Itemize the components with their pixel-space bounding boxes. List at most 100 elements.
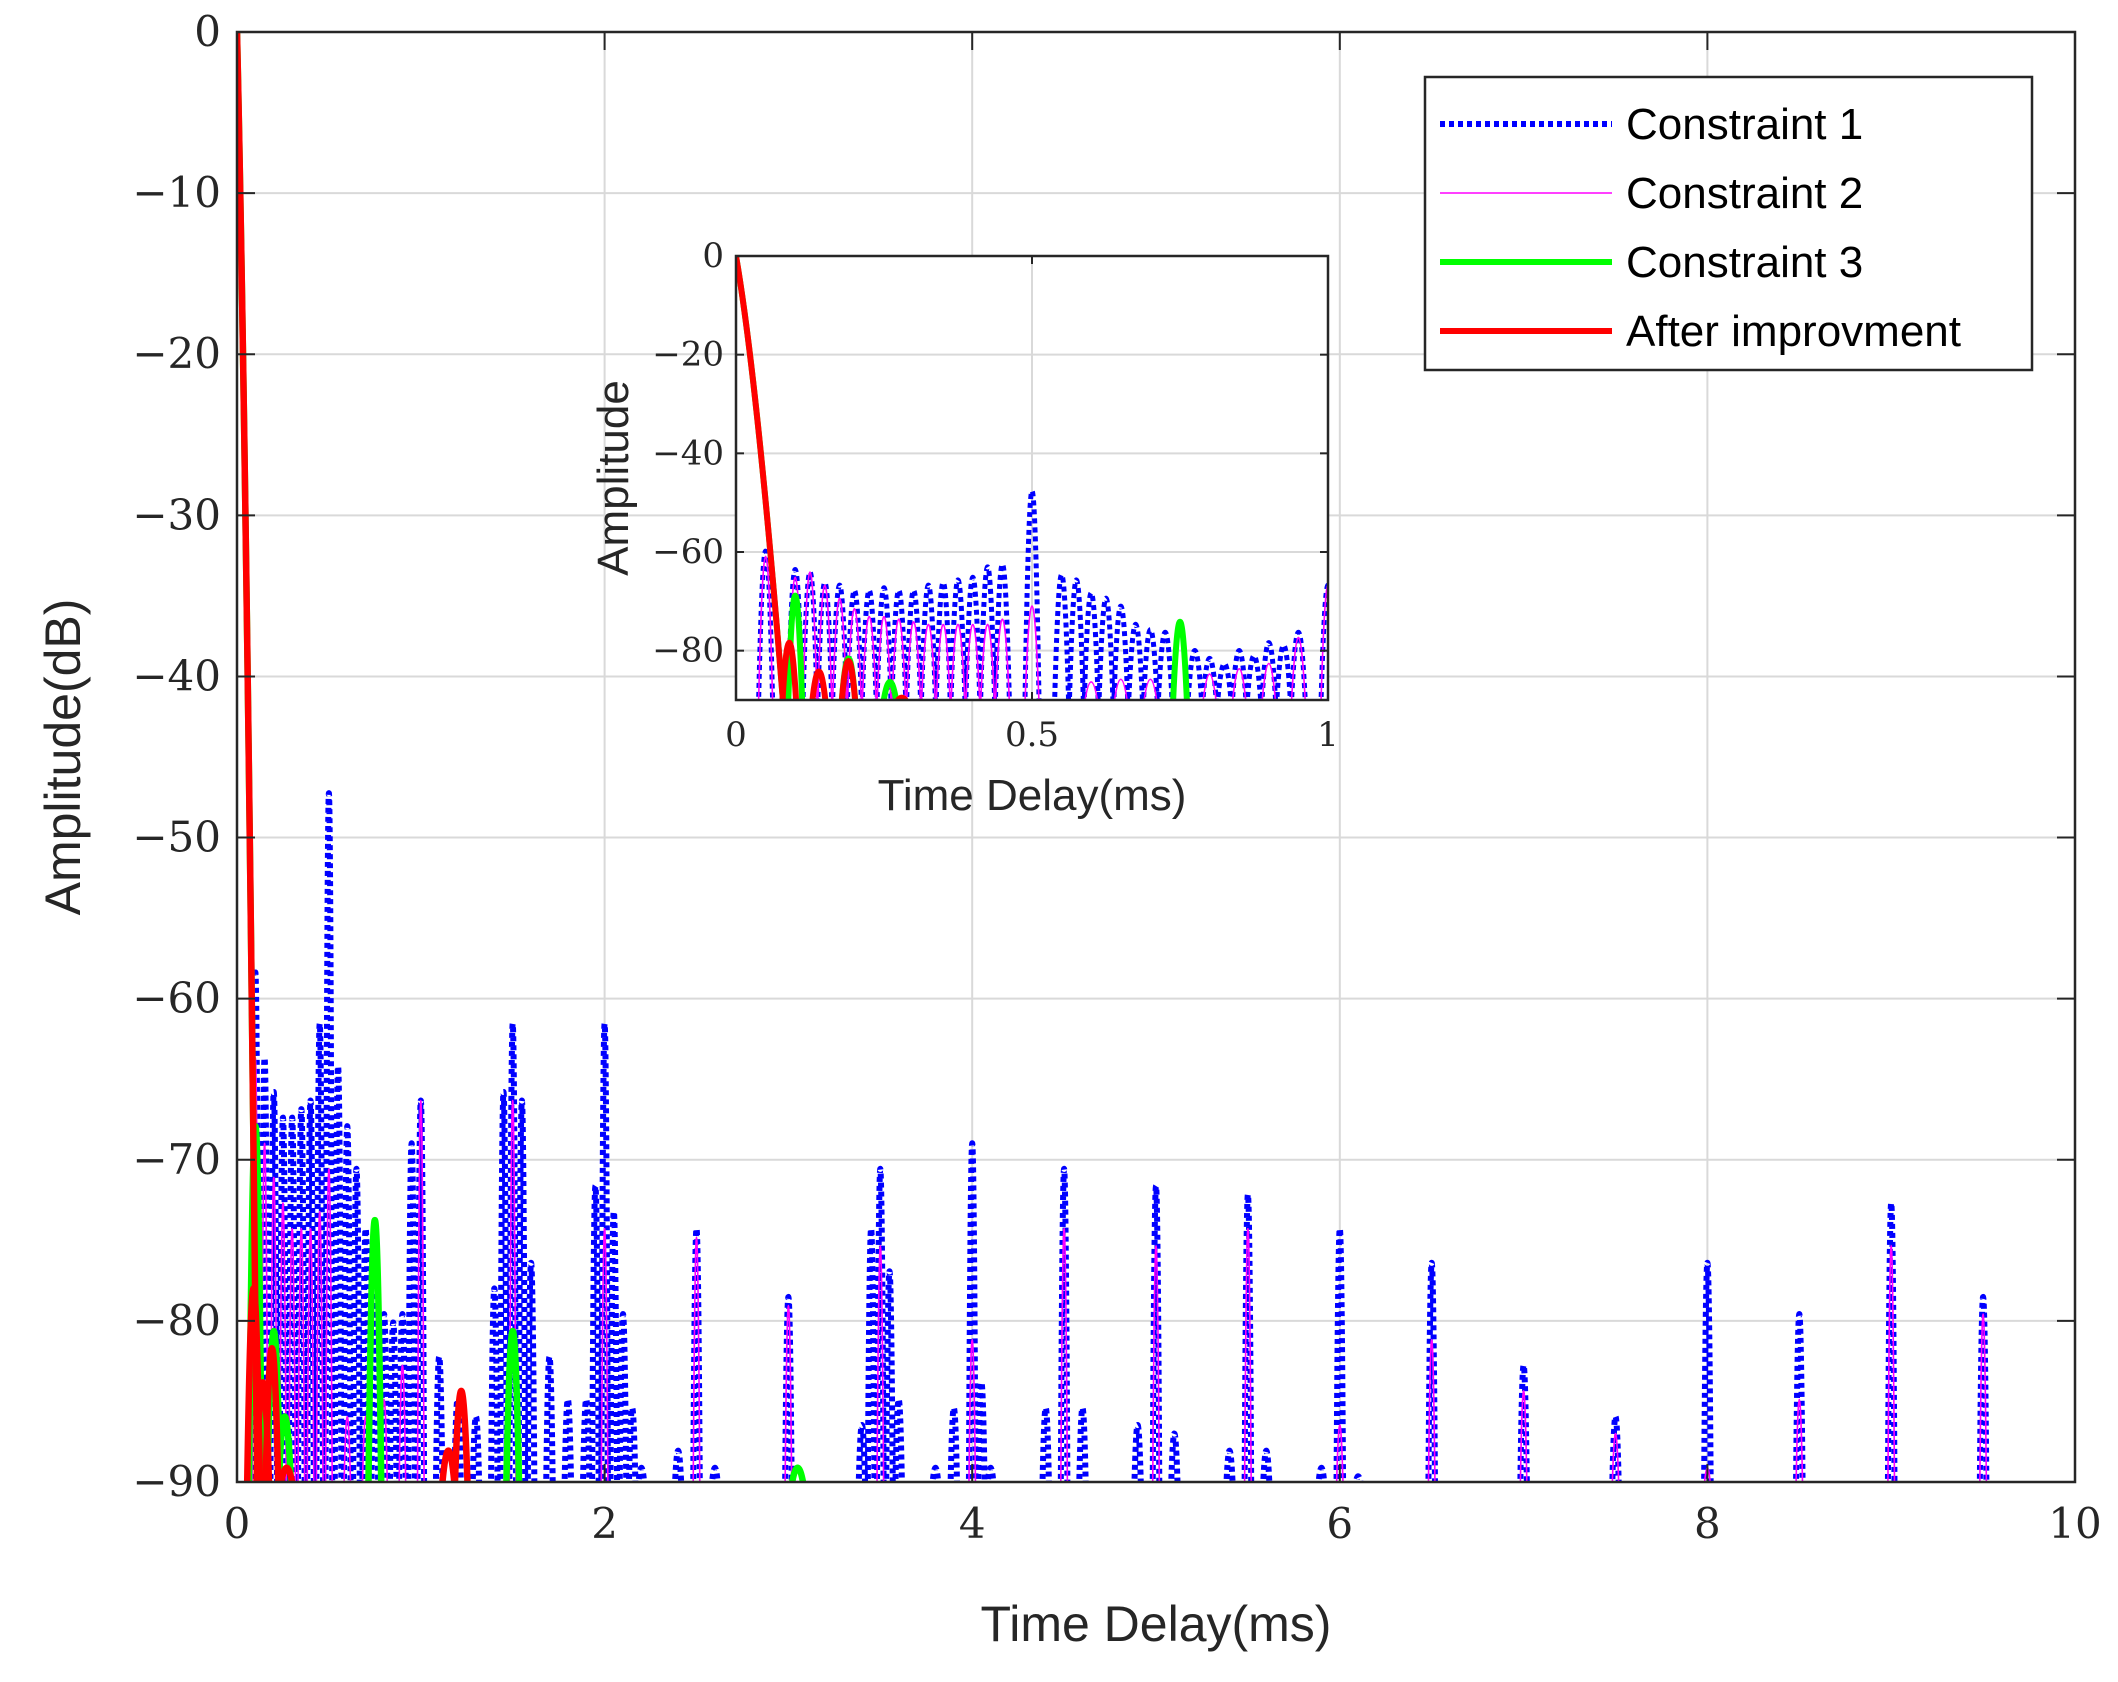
inset-constraint-2-peak [1113, 678, 1128, 700]
main-constraint-2-peak [1243, 1228, 1252, 1482]
inset-y-tick-label: −40 [652, 433, 724, 473]
inset-constraint-3-peak [1170, 618, 1190, 700]
inset-constraint-1-peak [1155, 630, 1175, 700]
main-constraint-2-peak [1611, 1433, 1620, 1482]
main-constraint-2-peak [692, 1236, 701, 1482]
inset-constraint-2-peak [802, 571, 818, 700]
inset-x-tick-label: 0.5 [1005, 715, 1059, 755]
main-constraint-1-peak [892, 1396, 905, 1482]
inset-y-tick-label: 0 [702, 236, 724, 276]
main-constraint-1-peak [1701, 1260, 1714, 1482]
inset-constraint-2-peak [1084, 681, 1099, 700]
main-y-tick-label: −70 [132, 1135, 221, 1184]
inset-y-tick-label: −80 [652, 631, 724, 671]
main-constraint-1-peak [709, 1464, 721, 1482]
main-constraint-1-peak [432, 1354, 446, 1482]
inset-constraint-2-peak [861, 615, 877, 700]
main-constraint-1-peak [331, 1063, 345, 1482]
inset-after-improvment-peak [894, 694, 910, 700]
inset-constraint-1-peak [889, 587, 909, 700]
inset-after-improvment-peak [779, 639, 800, 700]
inset-constraint-2-peak [1143, 678, 1158, 700]
inset-constraint-2-peak [979, 623, 996, 700]
main-constraint-1-peak [386, 1319, 400, 1482]
inset-constraint-2-peak [1202, 673, 1217, 700]
main-constraint-3-peak [788, 1464, 807, 1482]
inset-constraint-1-peak [918, 582, 938, 700]
inset-y-tick-label: −60 [652, 532, 724, 572]
inset-after-improvment-peak [838, 657, 859, 700]
main-constraint-1-peak [1352, 1473, 1364, 1482]
main-x-tick-label: 4 [959, 1499, 986, 1548]
main-constraint-2-peak [1887, 1244, 1896, 1482]
inset-constraint-2-peak [757, 555, 774, 700]
main-constraint-1-peak [1039, 1405, 1052, 1482]
inset-constraint-1-peak [1244, 653, 1264, 700]
main-constraint-1-peak [341, 1123, 354, 1482]
inset-constraint-2-peak [994, 618, 1011, 700]
inset-x-axis-label: Time Delay(ms) [878, 771, 1187, 820]
main-constraint-1-peak [580, 1396, 593, 1482]
inset-series-constraint-1 [736, 256, 1328, 700]
main-constraint-2-peak [600, 1228, 609, 1482]
inset-constraint-2-peak [920, 623, 937, 700]
main-constraint-2-peak [1060, 1228, 1069, 1482]
main-ticks [236, 31, 2076, 1483]
inset-constraint-2-peak [950, 623, 966, 700]
main-after-improvment-mainlobe [237, 32, 261, 1482]
legend-label-after-improvment: After improvment [1626, 307, 1961, 356]
inset-constraint-2-peak [905, 620, 922, 700]
main-constraint-1-peak [350, 1165, 363, 1482]
main-constraint-1-peak [672, 1447, 685, 1482]
main-constraint-2-peak [398, 1364, 407, 1482]
main-constraint-1-peak [561, 1396, 575, 1482]
inset-constraint-1-peak [874, 585, 894, 700]
inset-constraint-2-peak [1290, 636, 1306, 700]
main-x-axis-label: Time Delay(ms) [981, 1596, 1332, 1652]
legend: Constraint 1 Constraint 2 Constraint 3 A… [1423, 75, 2034, 372]
main-constraint-2-peak [1519, 1390, 1528, 1482]
main-constraint-1-peak [589, 1183, 602, 1482]
main-constraint-1-peak [524, 1260, 538, 1482]
main-constraint-1-peak [405, 1140, 418, 1482]
main-constraint-2-peak [288, 1228, 297, 1482]
main-constraint-1-peak [1131, 1422, 1144, 1482]
main-y-tick-label: −60 [132, 974, 221, 1023]
inset-constraint-2-peak [876, 615, 892, 700]
main-constraint-1-peak [598, 1020, 611, 1482]
inset-constraint-1-peak [1111, 603, 1131, 700]
inset-constraint-2-peak [831, 597, 848, 700]
inset-constraint-2-peak [891, 618, 907, 700]
inset-x-tick-label: 0 [725, 715, 747, 755]
inset-constraint-1-peak [1200, 655, 1219, 700]
main-constraint-2-peak [306, 1228, 315, 1482]
inset-constraint-1-peak [1230, 648, 1249, 700]
main-constraint-2-peak [315, 1210, 324, 1482]
main-y-tick-label: −20 [132, 329, 221, 378]
main-constraint-1-peak [635, 1464, 648, 1482]
main-constraint-2-peak [1427, 1338, 1436, 1482]
inset-constraint-1-peak [963, 575, 983, 700]
main-constraint-3-peak [503, 1328, 523, 1482]
inset-ticks [735, 255, 1329, 700]
main-y-tick-labels: 0 −10 −20 −30 −40 −50 −60 −70 −80 −90 [132, 7, 221, 1506]
main-constraint-2-peak [278, 1202, 288, 1482]
inset-constraint-2-peak [1024, 605, 1040, 700]
inset-constraint-1-peak [1126, 622, 1145, 700]
main-constraint-2-peak [1979, 1313, 1988, 1482]
main-constraint-1-peak [1223, 1447, 1236, 1482]
main-constraint-2-peak [876, 1244, 885, 1482]
main-constraint-2-peak [1795, 1398, 1804, 1482]
inset-after-improvment-peak [809, 668, 829, 700]
inset-constraint-2-peak [935, 623, 951, 700]
main-constraint-1-peak [1260, 1447, 1273, 1482]
main-constraint-1-peak [469, 1413, 483, 1482]
main-x-tick-label: 0 [224, 1499, 251, 1548]
inset-constraint-2-peak [1231, 668, 1247, 700]
main-constraint-1-peak [1793, 1311, 1806, 1482]
main-constraint-1-peak [1425, 1260, 1438, 1482]
main-constraint-1-peak [1168, 1430, 1181, 1482]
inset-constraint-3-peak [880, 679, 900, 700]
main-constraint-2-peak [297, 1228, 306, 1482]
